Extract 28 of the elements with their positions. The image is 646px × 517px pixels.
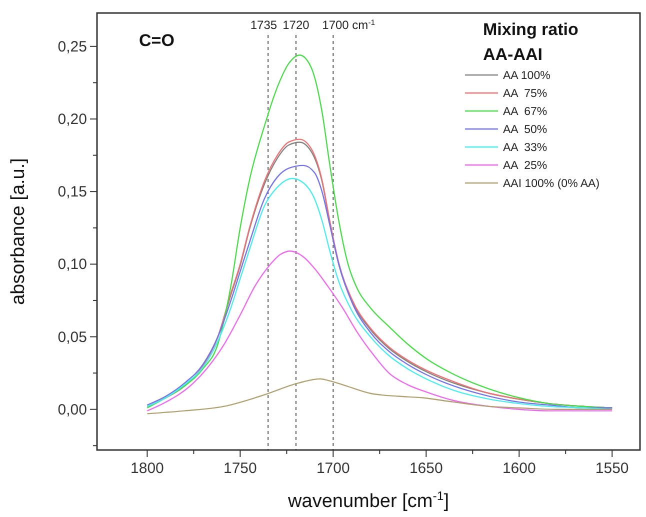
y-tick-label: 0,15 — [58, 184, 87, 201]
x-tick-label: 1700 — [316, 460, 350, 477]
x-tick-label: 1800 — [130, 460, 164, 477]
legend-label: AA 100% — [503, 70, 550, 82]
legend-label: AA 25% — [503, 160, 548, 172]
y-axis-title: absorbance [a.u.] — [8, 158, 29, 305]
legend-label: AA 67% — [503, 106, 548, 118]
legend-label: AA 75% — [503, 88, 548, 100]
y-tick-label: 0,20 — [58, 110, 87, 128]
y-tick-label: 0,25 — [58, 38, 87, 56]
legend-label: AA 33% — [503, 142, 548, 154]
ref-line-label: 1720 — [282, 18, 310, 32]
y-tick-label: 0,10 — [58, 256, 87, 274]
x-axis-title: wavenumber [cm$^{-1}$] — [287, 489, 449, 512]
x-tick-label: 1650 — [409, 460, 443, 477]
legend-label: AAI 100% (0% AA) — [503, 178, 600, 190]
x-tick-label: 1750 — [224, 460, 257, 477]
annotation: C=O — [139, 31, 174, 50]
ref-line-label: 1700 cm$^{-1}$ — [322, 18, 376, 32]
ref-line-label: 1735 — [250, 18, 278, 32]
x-tick-label: 1600 — [502, 460, 536, 477]
y-tick-label: 0,05 — [58, 328, 87, 346]
legend-title: Mixing ratio AA-AAI — [483, 20, 578, 64]
y-tick-label: 0,00 — [58, 401, 87, 418]
x-tick-label: 1550 — [595, 460, 629, 477]
line-series — [146, 250, 613, 412]
line-series — [146, 378, 613, 414]
legend-label: AA 50% — [503, 124, 548, 136]
